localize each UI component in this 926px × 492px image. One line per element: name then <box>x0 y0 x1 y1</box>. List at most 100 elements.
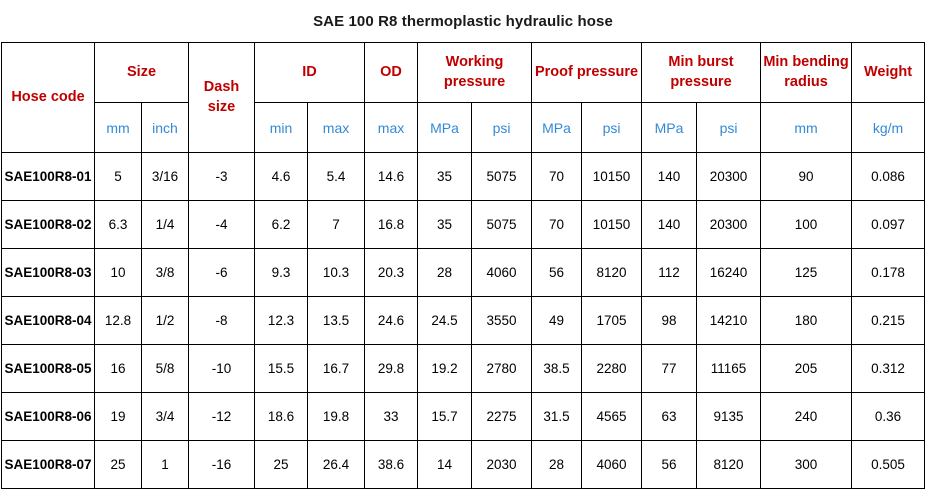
hose-code-cell: SAE100R8-02 <box>1 200 95 249</box>
cell-working-psi: 2275 <box>471 392 533 441</box>
subheader-id-max: max <box>307 102 366 153</box>
cell-proof-mpa: 49 <box>531 296 583 345</box>
header-working-pressure: Working pressure <box>417 42 533 103</box>
cell-proof-psi: 10150 <box>581 200 643 249</box>
cell-weight-kgm: 0.505 <box>851 440 926 489</box>
cell-burst-mpa: 112 <box>641 248 698 297</box>
cell-id-max: 16.7 <box>307 344 366 393</box>
cell-burst-mpa: 140 <box>641 152 698 201</box>
cell-od-max: 33 <box>364 392 419 441</box>
cell-id-max: 5.4 <box>307 152 366 201</box>
cell-proof-psi: 1705 <box>581 296 643 345</box>
subheader-bending-radius-mm: mm <box>760 102 853 153</box>
cell-size-inch: 3/16 <box>140 152 190 201</box>
cell-size-inch: 3/4 <box>140 392 190 441</box>
table-row: SAE100R8-04 12.8 1/2 -8 12.3 13.5 24.6 2… <box>1 296 926 345</box>
cell-id-min: 4.6 <box>254 152 309 201</box>
cell-size-mm: 5 <box>94 152 142 201</box>
table-row: SAE100R8-03 10 3/8 -6 9.3 10.3 20.3 28 4… <box>1 248 926 297</box>
cell-weight-kgm: 0.178 <box>851 248 926 297</box>
table-row: SAE100R8-02 6.3 1/4 -4 6.2 7 16.8 35 507… <box>1 200 926 249</box>
header-dash-size: Dash size <box>188 42 256 153</box>
cell-weight-kgm: 0.097 <box>851 200 926 249</box>
table-row: SAE100R8-05 16 5/8 -10 15.5 16.7 29.8 19… <box>1 344 926 393</box>
header-od: OD <box>364 42 419 103</box>
cell-burst-mpa: 56 <box>641 440 698 489</box>
cell-burst-mpa: 63 <box>641 392 698 441</box>
header-min-burst-pressure: Min burst pressure <box>641 42 762 103</box>
cell-id-min: 25 <box>254 440 309 489</box>
cell-od-max: 38.6 <box>364 440 419 489</box>
cell-burst-psi: 11165 <box>696 344 762 393</box>
cell-proof-psi: 4565 <box>581 392 643 441</box>
hose-code-cell: SAE100R8-04 <box>1 296 95 345</box>
subheader-proof-psi: psi <box>581 102 643 153</box>
cell-burst-psi: 20300 <box>696 152 762 201</box>
hose-code-cell: SAE100R8-06 <box>1 392 95 441</box>
cell-proof-mpa: 28 <box>531 440 583 489</box>
cell-burst-psi: 16240 <box>696 248 762 297</box>
cell-burst-psi: 9135 <box>696 392 762 441</box>
cell-id-min: 15.5 <box>254 344 309 393</box>
cell-size-inch: 1 <box>140 440 190 489</box>
cell-size-mm: 19 <box>94 392 142 441</box>
cell-burst-psi: 8120 <box>696 440 762 489</box>
cell-burst-psi: 14210 <box>696 296 762 345</box>
header-hose-code: Hose code <box>1 42 95 153</box>
cell-dash-size: -3 <box>188 152 256 201</box>
cell-size-inch: 5/8 <box>140 344 190 393</box>
table-row: SAE100R8-07 25 1 -16 25 26.4 38.6 14 203… <box>1 440 926 489</box>
cell-od-max: 20.3 <box>364 248 419 297</box>
header-size: Size <box>93 42 190 103</box>
cell-working-mpa: 28 <box>417 248 473 297</box>
cell-od-max: 14.6 <box>364 152 419 201</box>
cell-working-mpa: 15.7 <box>417 392 473 441</box>
cell-size-mm: 12.8 <box>94 296 142 345</box>
cell-dash-size: -10 <box>188 344 256 393</box>
hose-code-cell: SAE100R8-03 <box>1 248 95 297</box>
hose-code-cell: SAE100R8-05 <box>1 344 95 393</box>
cell-burst-mpa: 140 <box>641 200 698 249</box>
cell-dash-size: -16 <box>188 440 256 489</box>
subheader-id-min: min <box>254 102 309 153</box>
cell-id-min: 6.2 <box>254 200 309 249</box>
subheader-burst-mpa: MPa <box>641 102 698 153</box>
cell-bending-radius-mm: 240 <box>760 392 853 441</box>
cell-size-mm: 25 <box>94 440 142 489</box>
subheader-working-mpa: MPa <box>417 102 473 153</box>
cell-dash-size: -12 <box>188 392 256 441</box>
subheader-size-mm: mm <box>94 102 142 153</box>
cell-proof-psi: 2280 <box>581 344 643 393</box>
cell-id-max: 7 <box>307 200 366 249</box>
cell-od-max: 16.8 <box>364 200 419 249</box>
cell-size-mm: 6.3 <box>94 200 142 249</box>
cell-id-min: 18.6 <box>254 392 309 441</box>
cell-dash-size: -8 <box>188 296 256 345</box>
cell-id-min: 9.3 <box>254 248 309 297</box>
hose-spec-table: Hose code Size Dash size ID OD Working p… <box>1 42 926 489</box>
cell-od-max: 24.6 <box>364 296 419 345</box>
cell-bending-radius-mm: 205 <box>760 344 853 393</box>
subheader-weight-kgm: kg/m <box>851 102 926 153</box>
cell-proof-mpa: 70 <box>531 152 583 201</box>
cell-bending-radius-mm: 300 <box>760 440 853 489</box>
cell-size-mm: 16 <box>94 344 142 393</box>
cell-id-max: 13.5 <box>307 296 366 345</box>
subheader-working-psi: psi <box>471 102 533 153</box>
cell-bending-radius-mm: 100 <box>760 200 853 249</box>
header-min-bending-radius: Min bending radius <box>760 42 853 103</box>
header-row-units: mm inch min max max MPa psi MPa psi MPa … <box>2 102 926 153</box>
subheader-proof-mpa: MPa <box>531 102 583 153</box>
subheader-size-inch: inch <box>140 102 190 153</box>
cell-id-min: 12.3 <box>254 296 309 345</box>
subheader-od-max: max <box>364 102 419 153</box>
cell-dash-size: -6 <box>188 248 256 297</box>
cell-burst-mpa: 77 <box>641 344 698 393</box>
cell-weight-kgm: 0.215 <box>851 296 926 345</box>
header-row-groups: Hose code Size Dash size ID OD Working p… <box>1 42 926 153</box>
cell-working-psi: 3550 <box>471 296 533 345</box>
cell-bending-radius-mm: 180 <box>760 296 853 345</box>
cell-proof-psi: 8120 <box>581 248 643 297</box>
cell-id-max: 19.8 <box>307 392 366 441</box>
cell-dash-size: -4 <box>188 200 256 249</box>
